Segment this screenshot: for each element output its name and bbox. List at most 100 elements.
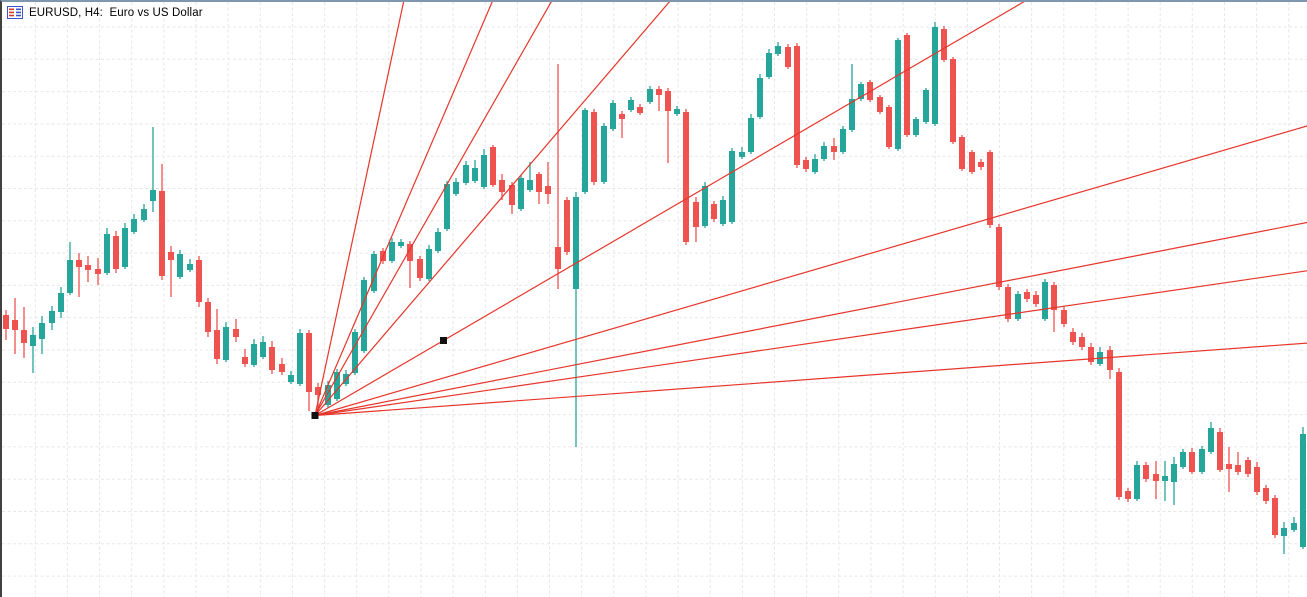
candle [545,162,551,204]
gann-fan-ray[interactable] [314,270,1307,417]
candle [757,74,763,119]
candle [490,145,496,187]
candle [637,104,643,115]
candle [923,88,929,124]
gann-fan-anchor-handle[interactable] [440,337,447,344]
candle [279,358,285,375]
candle [499,174,505,200]
candle [1107,346,1113,379]
candle [1125,488,1131,502]
candle [361,277,367,353]
candle [959,135,965,171]
candle [12,298,18,354]
candle [1171,457,1177,505]
candle [1263,485,1269,504]
candle [297,329,303,386]
candle [389,238,395,263]
candle [619,111,625,138]
candle [729,148,735,224]
candle [352,329,358,375]
candle [978,159,984,170]
candle [306,330,312,411]
candle [1254,462,1260,495]
candle [76,253,82,297]
candle [21,307,27,358]
candle [693,197,699,242]
gann-fan-ray[interactable] [314,221,1307,417]
chart-title: EURUSD, H4: Euro vs US Dollar [29,6,203,19]
candle [527,162,533,192]
candle [1291,517,1297,532]
gann-fan-ray[interactable] [314,342,1307,417]
candle [518,175,524,211]
candle [1300,427,1306,549]
gann-fan-handles[interactable] [311,337,448,419]
candle [30,327,36,373]
gann-fan-ray[interactable] [314,125,1307,417]
candle [187,259,193,272]
candle [748,114,754,154]
candle [886,105,892,149]
candle [122,223,128,269]
candle [904,33,910,137]
candle [840,126,846,154]
candle [996,224,1002,290]
candle [1245,457,1251,477]
candle [711,201,717,222]
candle [371,251,377,293]
candle [196,256,202,307]
gann-fan-ray[interactable] [314,2,1307,416]
candle [49,306,55,330]
gann-fan[interactable] [314,2,1307,417]
candle [223,322,229,362]
gann-fan-anchor-handle[interactable] [311,412,319,419]
candle [1199,446,1205,474]
candle [794,43,800,168]
candle [831,138,837,160]
candle [435,228,441,253]
candle [141,204,147,222]
candle [509,182,515,214]
candle [251,339,257,367]
candle [665,88,671,163]
gann-fan-ray[interactable] [314,2,1307,417]
candle [1051,282,1057,332]
candle [85,256,91,282]
candle [453,178,459,196]
candle [803,157,809,172]
chart-icon [7,6,23,19]
candle [683,109,689,245]
candle [288,371,294,384]
candle [591,109,597,185]
candle [3,310,9,340]
candle [564,197,570,255]
candle [1134,461,1140,501]
gann-fan-ray[interactable] [314,2,1307,416]
candle [812,154,818,174]
candle [1116,368,1122,500]
candle [242,349,248,367]
candle [610,100,616,131]
candle [987,150,993,228]
candle [39,316,45,354]
candle [601,123,607,184]
candle [113,231,119,273]
candle [1005,284,1011,322]
candle [775,42,781,56]
candle [168,246,174,297]
candle [1088,343,1094,365]
candle [260,336,266,359]
candle [1272,495,1278,538]
candle [647,86,653,104]
candle [739,147,745,159]
candle [582,108,588,194]
candle [895,38,901,151]
gann-fan-ray[interactable] [314,2,1307,416]
candle [766,49,772,79]
candle [858,82,864,101]
candle [58,287,64,318]
candle [481,149,487,189]
candle [334,369,340,401]
